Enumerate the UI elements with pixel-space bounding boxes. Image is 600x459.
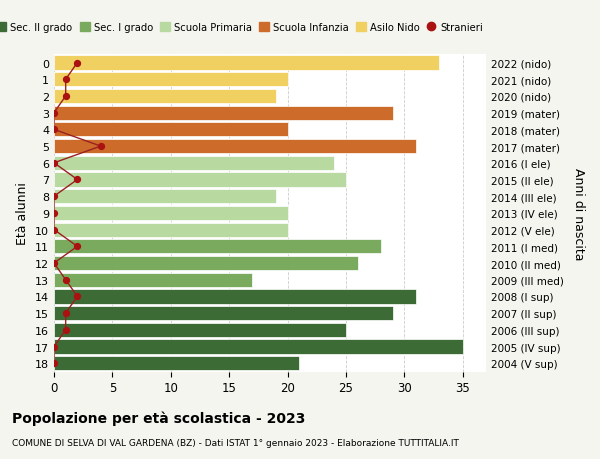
Point bbox=[61, 76, 70, 84]
Point bbox=[96, 143, 106, 151]
Legend: Sec. II grado, Sec. I grado, Scuola Primaria, Scuola Infanzia, Asilo Nido, Stran: Sec. II grado, Sec. I grado, Scuola Prim… bbox=[0, 19, 487, 37]
Bar bbox=[54, 90, 276, 104]
Text: Popolazione per età scolastica - 2023: Popolazione per età scolastica - 2023 bbox=[12, 411, 305, 425]
Point bbox=[49, 226, 59, 234]
Bar bbox=[54, 123, 287, 137]
Bar bbox=[54, 323, 346, 337]
Bar bbox=[54, 140, 416, 154]
Text: COMUNE DI SELVA DI VAL GARDENA (BZ) - Dati ISTAT 1° gennaio 2023 - Elaborazione : COMUNE DI SELVA DI VAL GARDENA (BZ) - Da… bbox=[12, 438, 459, 448]
Point bbox=[61, 326, 70, 334]
Bar bbox=[54, 207, 287, 220]
Bar bbox=[54, 273, 253, 287]
Point bbox=[49, 343, 59, 351]
Point bbox=[49, 260, 59, 267]
Point bbox=[49, 160, 59, 167]
Point bbox=[61, 93, 70, 101]
Bar bbox=[54, 56, 439, 71]
Y-axis label: Età alunni: Età alunni bbox=[16, 182, 29, 245]
Point bbox=[49, 126, 59, 134]
Bar bbox=[54, 340, 463, 354]
Point bbox=[73, 243, 82, 251]
Bar bbox=[54, 73, 287, 87]
Bar bbox=[54, 290, 416, 304]
Point bbox=[73, 293, 82, 301]
Y-axis label: Anni di nascita: Anni di nascita bbox=[572, 167, 585, 260]
Point bbox=[73, 60, 82, 67]
Bar bbox=[54, 306, 392, 320]
Point bbox=[49, 193, 59, 201]
Bar bbox=[54, 157, 334, 170]
Bar bbox=[54, 257, 358, 270]
Point bbox=[61, 310, 70, 317]
Bar bbox=[54, 106, 392, 121]
Bar bbox=[54, 190, 276, 204]
Point bbox=[49, 110, 59, 117]
Point bbox=[61, 276, 70, 284]
Point bbox=[49, 360, 59, 367]
Point bbox=[49, 210, 59, 217]
Point bbox=[73, 176, 82, 184]
Bar bbox=[54, 223, 287, 237]
Bar bbox=[54, 240, 381, 254]
Bar bbox=[54, 173, 346, 187]
Bar bbox=[54, 356, 299, 370]
